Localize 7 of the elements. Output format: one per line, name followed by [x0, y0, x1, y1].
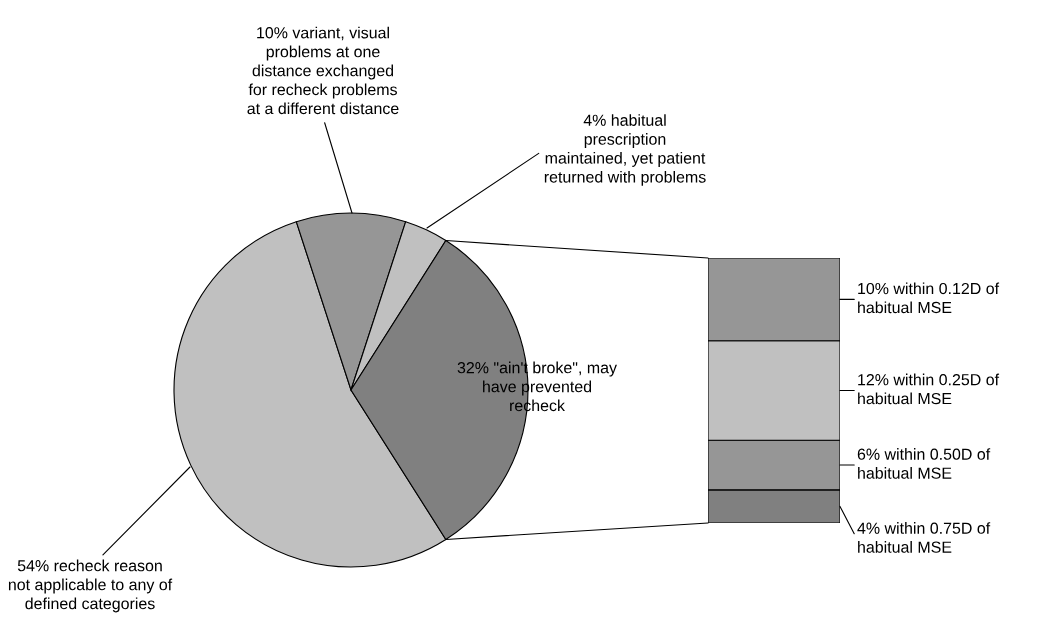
- data-label: 6% within 0.50D of habitual MSE: [857, 448, 991, 479]
- slice-label: 54% recheck reason not applicable to any of defined categories: [8, 559, 173, 613]
- slice-label: 10% variant, visual problems at one distance exchanged for recheck problems at a different distance: [247, 26, 399, 115]
- data-label: 12% within 0.25D of habitual MSE: [858, 373, 1000, 405]
- slice-label: 4% habitual prescription maintained, yet patient returned with problems: [544, 114, 706, 186]
- data-label: 10% within 0.12D of habitual MSE: [858, 282, 1000, 314]
- data-label: 4% within 0.75D of habitual MSE: [857, 522, 991, 553]
